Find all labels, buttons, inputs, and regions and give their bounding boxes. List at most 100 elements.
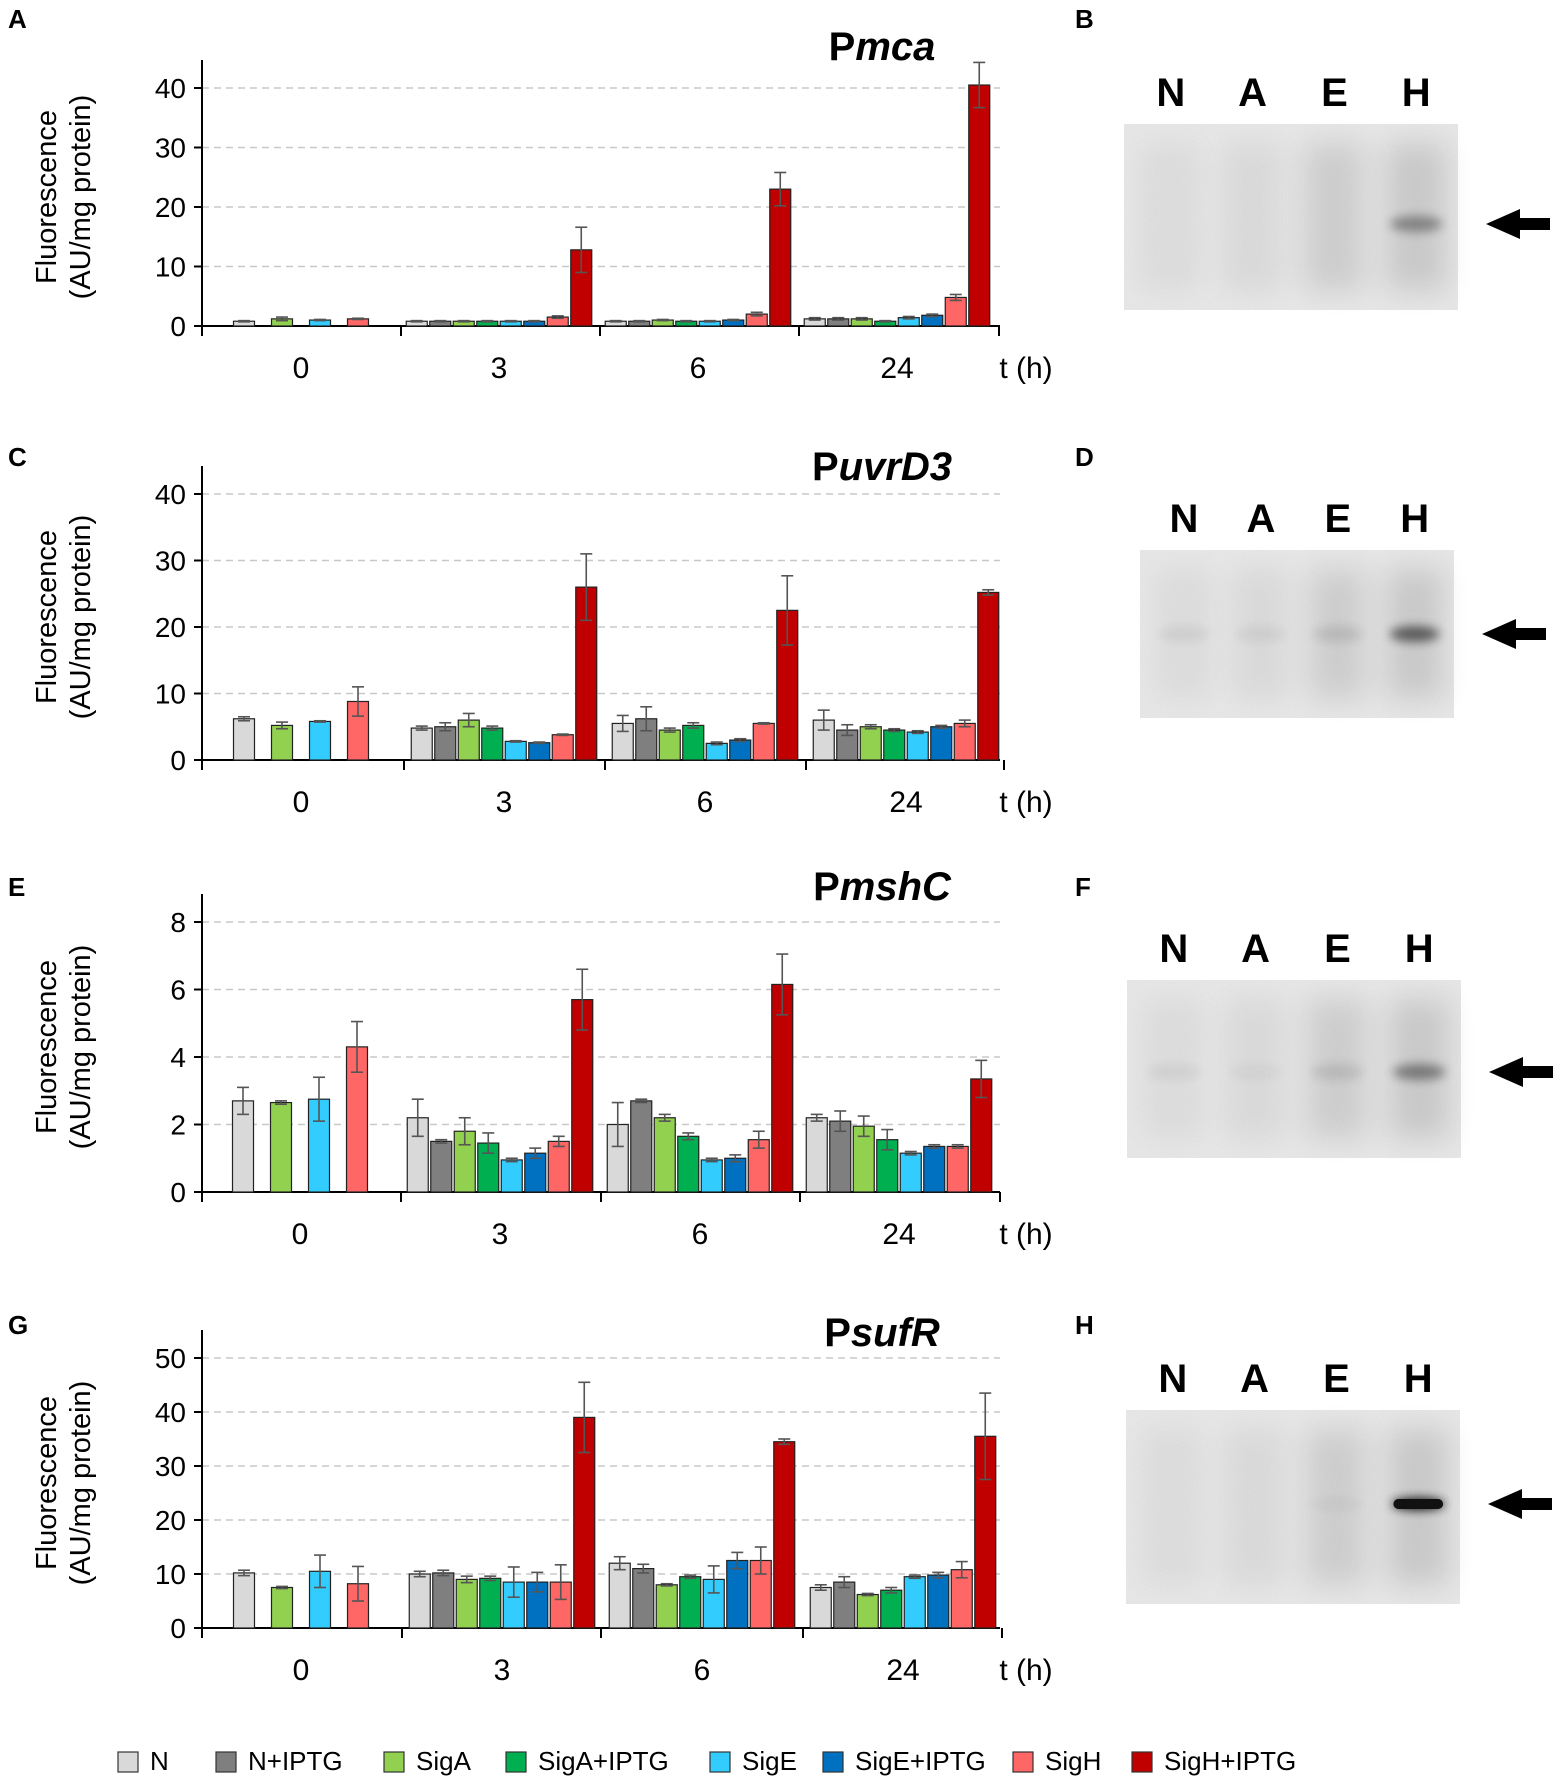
x-tick-label: 0 xyxy=(293,786,310,819)
legend-item-siga-iptg: SigA+IPTG xyxy=(505,1746,669,1776)
bar-n-t3 xyxy=(408,1573,431,1629)
gel-lane-smear xyxy=(1141,144,1201,290)
chart-panel-A: A 0 10 20 30 40 0 3 6 24 t (h) Fluorescence(AU/mg p… xyxy=(8,4,1053,385)
legend-item-sigh: SigH xyxy=(1012,1746,1101,1776)
bar-siga-t6 xyxy=(653,1117,676,1193)
legend-label: N xyxy=(150,1746,169,1776)
chart-title-prefix: P xyxy=(824,1311,851,1355)
bar-siga-iptg-t6 xyxy=(677,1135,700,1193)
panel-letter-B: B xyxy=(1075,4,1094,34)
bar-sige-t6 xyxy=(705,742,728,761)
chart-title-prefix: P xyxy=(829,25,856,69)
x-tick-label: 24 xyxy=(882,1218,915,1251)
gel-panel-F: F N A E H xyxy=(1075,872,1553,1158)
y-axis-label: Fluorescence(AU/mg protein) xyxy=(31,1381,97,1586)
x-axis-label: t (h) xyxy=(999,786,1052,819)
bar-n-iptg-t3 xyxy=(430,1140,453,1193)
gel-band xyxy=(1310,1498,1363,1510)
bar-n-t6 xyxy=(608,1562,631,1629)
bar-n-iptg-t6 xyxy=(632,1567,655,1629)
y-tick-label: 40 xyxy=(155,73,186,104)
y-tick-label: 4 xyxy=(170,1042,186,1073)
chart-title-gene: sufR xyxy=(851,1311,940,1355)
gel-lane-label-H: H xyxy=(1405,927,1434,971)
arrow-left-icon xyxy=(1486,209,1550,239)
panel-letter-C: C xyxy=(8,442,27,472)
bar-sige-t6 xyxy=(700,1159,723,1193)
panel-letter-F: F xyxy=(1075,872,1091,902)
legend-swatch xyxy=(1131,1751,1153,1773)
y-axis-label-line2: (AU/mg protein) xyxy=(65,945,97,1150)
legend-item-sige-iptg: SigE+IPTG xyxy=(822,1746,986,1776)
y-tick-label: 10 xyxy=(155,679,186,710)
chart-title-gene: uvrD3 xyxy=(839,445,952,489)
bar-siga-iptg-t24 xyxy=(880,1589,903,1629)
chart-title: PsufR xyxy=(824,1311,940,1355)
bar-siga-t24 xyxy=(856,1593,879,1629)
bar-siga-t6 xyxy=(655,1584,678,1629)
gel-lane-label-E: E xyxy=(1324,927,1351,971)
bar-sigh-iptg-t6 xyxy=(769,188,792,327)
panel-letter-E: E xyxy=(8,872,25,902)
bar-siga-t0 xyxy=(270,1586,294,1629)
y-tick-label: 30 xyxy=(155,546,186,577)
bar-n-t0 xyxy=(232,718,256,761)
x-tick-label: 3 xyxy=(491,352,508,385)
y-tick-label: 20 xyxy=(155,192,186,223)
gel-lane-label-A: A xyxy=(1238,71,1267,115)
legend-swatch xyxy=(822,1751,844,1773)
legend-swatch xyxy=(117,1751,139,1773)
chart-title-prefix: P xyxy=(812,445,839,489)
panel-letter-G: G xyxy=(8,1310,28,1340)
gel-lane-label-H: H xyxy=(1404,1357,1433,1401)
legend-label: N+IPTG xyxy=(248,1746,343,1776)
bar-n-iptg-t3 xyxy=(432,1572,455,1629)
legend-label: SigH+IPTG xyxy=(1164,1746,1296,1776)
y-axis-label: Fluorescence(AU/mg protein) xyxy=(31,945,97,1150)
x-tick-label: 24 xyxy=(889,786,922,819)
gel-band-core xyxy=(1393,1499,1444,1509)
y-tick-label: 0 xyxy=(170,1613,186,1644)
chart-title: PuvrD3 xyxy=(812,445,952,489)
bar-sige-iptg-t6 xyxy=(724,1157,747,1193)
y-axis-label-line1: Fluorescence xyxy=(31,1396,63,1570)
panel-letter-H: H xyxy=(1075,1310,1094,1340)
y-axis-label-line2: (AU/mg protein) xyxy=(65,95,97,300)
legend-item-sigh-iptg: SigH+IPTG xyxy=(1131,1746,1296,1776)
gel-band xyxy=(1392,1064,1446,1080)
y-tick-label: 20 xyxy=(155,1505,186,1536)
y-tick-label: 10 xyxy=(155,1559,186,1590)
bar-sigh-t6 xyxy=(752,722,775,761)
legend: N N+IPTG SigA SigA+IPTG SigE SigE+IPTG SigH Sig… xyxy=(117,1746,1296,1776)
chart-panel-C: C 0 10 20 30 40 0 3 6 24 t (h) Fluorescence(AU/mg p… xyxy=(8,442,1053,819)
legend-item-siga: SigA xyxy=(383,1746,472,1776)
x-tick-label: 0 xyxy=(293,1654,310,1687)
gel-lane-label-E: E xyxy=(1324,497,1351,541)
y-tick-label: 8 xyxy=(170,907,186,938)
x-tick-label: 3 xyxy=(496,786,513,819)
bar-n-iptg-t3 xyxy=(434,726,457,761)
chart-title: Pmca xyxy=(829,25,936,69)
gel-lane-label-A: A xyxy=(1240,1357,1269,1401)
legend-swatch xyxy=(505,1751,527,1773)
y-tick-label: 40 xyxy=(155,479,186,510)
bar-sige-iptg-t6 xyxy=(729,739,752,761)
y-tick-label: 30 xyxy=(155,133,186,164)
bar-sigh-iptg-t6 xyxy=(773,1441,796,1629)
gel-lane-label-N: N xyxy=(1156,71,1185,115)
y-tick-label: 20 xyxy=(155,612,186,643)
bar-sigh-iptg-t24 xyxy=(977,591,1000,761)
y-axis-label-line1: Fluorescence xyxy=(31,530,63,704)
gel-lane-label-E: E xyxy=(1321,71,1348,115)
bar-sige-iptg-t24 xyxy=(923,1145,946,1193)
bar-siga-t3 xyxy=(455,1578,478,1629)
chart-title: PmshC xyxy=(813,865,952,909)
gel-band xyxy=(1147,1064,1201,1080)
x-tick-label: 6 xyxy=(694,1654,711,1687)
y-tick-label: 0 xyxy=(170,1177,186,1208)
gel-lane-label-A: A xyxy=(1241,927,1270,971)
legend-swatch xyxy=(383,1751,405,1773)
gel-band xyxy=(1389,626,1440,642)
gel-band xyxy=(1312,626,1363,642)
x-tick-label: 3 xyxy=(492,1218,509,1251)
